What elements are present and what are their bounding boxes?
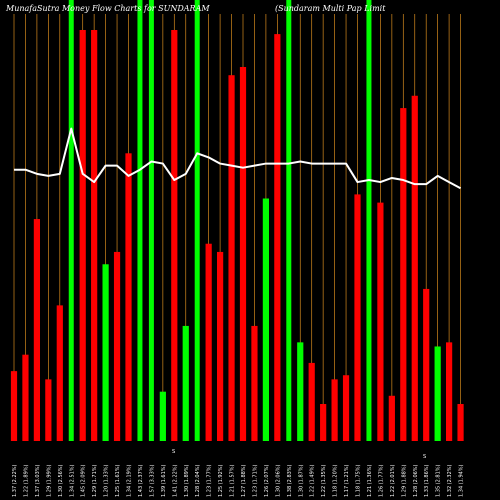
x-tick-label: 1.29 (1.88%) — [401, 464, 407, 497]
x-tick-label: 1.27 (1.88%) — [241, 464, 247, 497]
volume-bar — [182, 325, 189, 441]
x-tick-label: 1.37 (3.03%) — [35, 464, 41, 497]
volume-bar — [91, 30, 98, 441]
x-tick-label: 1.23 (1.71%) — [252, 464, 258, 497]
volume-bar — [286, 0, 292, 441]
volume-bar — [457, 404, 464, 441]
x-tick-label: 1.30 (2.06%) — [275, 464, 281, 497]
volume-bar — [446, 342, 453, 441]
volume-bar — [102, 264, 109, 441]
x-tick-label: 1.28 (2.04%) — [195, 464, 201, 497]
x-tick-label: 1.28 (2.06%) — [413, 464, 419, 497]
x-tick-label: 1.22 (1.35%) — [321, 464, 327, 497]
x-tick-label: 1.30 (2.56%) — [58, 464, 64, 497]
volume-bar — [10, 371, 18, 441]
x-tick-label: 1.34 (1.94%) — [459, 464, 465, 497]
volume-bar — [423, 288, 430, 441]
volume-bar — [434, 346, 441, 441]
volume-bar — [400, 108, 407, 441]
chart-title-right: (Sundaram Multi Pap Limit — [275, 4, 386, 13]
x-tick-label: 1.30 (1.87%) — [298, 464, 304, 497]
x-tick-label: 1.34 (2.19%) — [127, 464, 133, 497]
price-line — [14, 127, 462, 190]
volume-bar — [194, 0, 200, 441]
volume-bar — [377, 202, 384, 441]
x-tick-label: 1.39 (1.61%) — [161, 464, 167, 497]
x-tick-label: 1.30 (1.89%) — [184, 464, 190, 497]
volume-bar — [308, 362, 315, 441]
volume-bar — [56, 305, 63, 441]
volume-bar — [22, 354, 29, 441]
x-tick-label: 1.22 (2.01%) — [390, 464, 396, 497]
x-tick-label: 1.45 (2.09%) — [81, 464, 87, 497]
x-tick-label: 1.17 (1.21%) — [344, 464, 350, 497]
volume-bar — [79, 30, 86, 441]
price-line-layer — [14, 127, 462, 190]
x-tick-label: 1.43 (2.37%) — [138, 464, 144, 497]
volume-bar — [68, 0, 74, 441]
volume-bar — [33, 219, 40, 441]
x-tick-label: 1.26 (1.77%) — [378, 464, 384, 497]
volume-bar — [411, 95, 418, 441]
volume-bar — [342, 375, 350, 441]
x-tick-label: 1.38 (2.83%) — [287, 464, 293, 497]
volume-bar — [148, 0, 154, 441]
volume-bar — [274, 34, 281, 442]
volume-bar — [159, 391, 166, 441]
volume-bar — [262, 198, 269, 441]
x-tick-label: 1.22 (1.49%) — [310, 464, 316, 497]
volume-bar — [125, 153, 132, 442]
chart-marker-b: S — [423, 454, 426, 460]
x-tick-label: 1.26 (2.07%) — [264, 464, 270, 497]
x-tick-label: 1.18 (1.20%) — [333, 464, 339, 497]
chart-marker-a: S — [172, 449, 175, 455]
volume-bar — [331, 379, 338, 441]
volume-bar — [239, 66, 247, 442]
x-tick-label: 1.41 (2.22%) — [172, 464, 178, 497]
volume-bar — [228, 75, 235, 442]
x-tick-label: 1.22 (1.89%) — [23, 464, 29, 497]
x-tick-label: 1.23 (1.77%) — [207, 464, 213, 497]
x-tick-label: 1.20 (1.33%) — [104, 464, 110, 497]
volume-bar — [388, 395, 395, 441]
x-tick-label: 1.21 (1.57%) — [230, 464, 236, 497]
volume-bar — [320, 404, 327, 441]
volume-bar — [205, 243, 212, 441]
x-tick-label: 1.25 (1.92%) — [218, 464, 224, 497]
volume-bar — [354, 194, 361, 441]
chart-title-left: MunafaSutra Money Flow Charts for SUNDAR… — [5, 4, 210, 13]
x-tick-label: 1.34 (2.51%) — [69, 464, 75, 497]
volume-bar — [113, 251, 121, 441]
volume-bar — [217, 251, 224, 441]
x-tick-label: 1.33 (1.86%) — [424, 464, 430, 497]
x-tick-labels: 1.37 (2.22%) 1.22 (1.89%) 1.37 (3.03%) 1.29… — [12, 464, 465, 497]
volume-bar — [171, 30, 178, 441]
volume-bar — [45, 379, 52, 441]
volume-bar — [366, 0, 372, 441]
x-tick-label: 1.57 (3.33%) — [149, 464, 155, 497]
x-tick-label: 1.32 (2.32%) — [447, 464, 453, 497]
x-tick-label: 1.21 (1.36%) — [367, 464, 373, 497]
x-tick-label: 1.18 (1.75%) — [356, 464, 362, 497]
volume-bars — [10, 0, 464, 442]
x-tick-label: 1.29 (1.99%) — [46, 464, 52, 497]
x-tick-label: 1.25 (1.61%) — [115, 464, 121, 497]
x-tick-label: 1.29 (1.71%) — [92, 464, 98, 497]
volume-bar — [137, 0, 143, 441]
x-tick-label: 1.37 (2.22%) — [12, 464, 18, 497]
volume-bar — [297, 342, 304, 441]
volume-bar — [251, 325, 258, 441]
x-tick-label: 1.35 (2.81%) — [436, 464, 442, 497]
